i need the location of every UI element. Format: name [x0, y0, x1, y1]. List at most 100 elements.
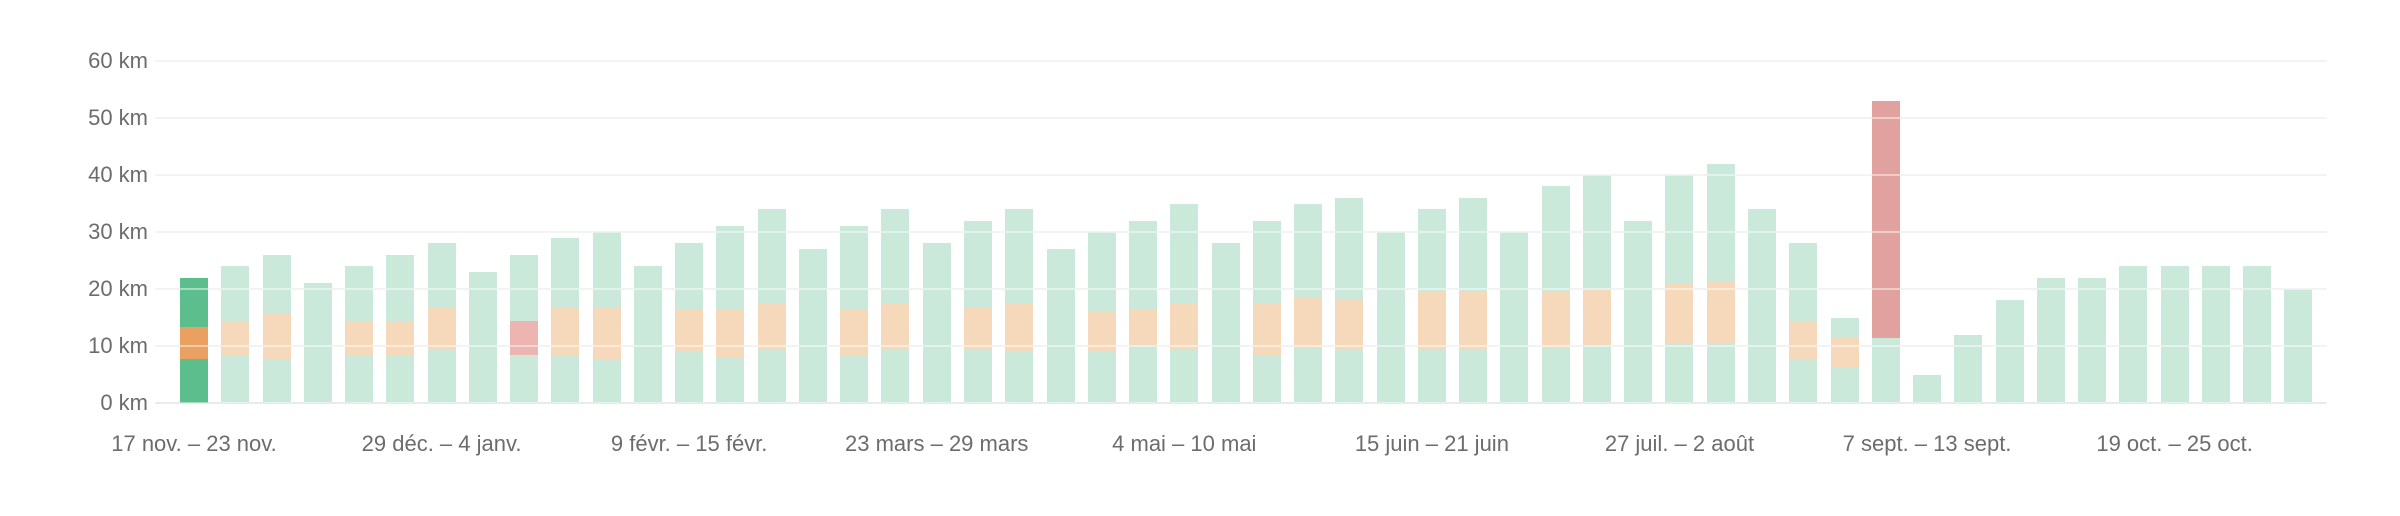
bar-orange-segment	[427, 308, 456, 349]
bar-orange-segment	[963, 308, 992, 350]
bar-week-7[interactable]	[427, 243, 456, 403]
bar-orange-segment	[1129, 308, 1158, 345]
bar-orange-segment	[1087, 311, 1116, 352]
bar-week-19[interactable]	[922, 243, 951, 403]
bar-week-6[interactable]	[386, 254, 415, 403]
bar-week-33[interactable]	[1500, 232, 1529, 403]
y-axis-tick-label-30: 30 km	[88, 219, 148, 244]
bar-week-4[interactable]	[303, 283, 332, 403]
bar-week-46[interactable]	[2036, 277, 2065, 403]
bar-week-9[interactable]	[510, 254, 539, 403]
x-axis-tick-label-37: 27 juil. – 2 août	[1604, 431, 1755, 456]
bar-orange-segment	[592, 308, 621, 361]
bar-orange-segment	[1541, 291, 1570, 348]
bar-week-12[interactable]	[633, 266, 662, 403]
bar-orange-segment	[881, 303, 910, 350]
gridline-60km	[155, 60, 2327, 62]
bar-orange-segment	[180, 327, 208, 360]
bar-week-44[interactable]	[1954, 334, 1983, 403]
bar-week-48[interactable]	[2119, 266, 2148, 403]
gridline-50km	[155, 117, 2327, 119]
bar-week-26[interactable]	[1211, 243, 1240, 403]
bar-week-16[interactable]	[798, 249, 827, 403]
y-axis-tick-label-60: 60 km	[88, 48, 148, 73]
bar-week-43[interactable]	[1913, 374, 1942, 403]
bar-orange-segment	[1417, 291, 1446, 350]
bar-week-51[interactable]	[2243, 266, 2272, 403]
bar-week-13[interactable]	[675, 243, 704, 403]
y-axis-tick-label-0: 0 km	[100, 390, 148, 415]
bar-orange-segment	[840, 308, 869, 357]
x-axis-tick-label-13: 9 févr. – 15 févr.	[610, 431, 768, 456]
bar-week-31[interactable]	[1417, 209, 1446, 403]
bar-week-18[interactable]	[881, 209, 910, 403]
x-axis-tick-label-31: 15 juin – 21 juin	[1354, 431, 1509, 456]
bar-orange-segment	[1459, 291, 1488, 349]
bar-orange-segment	[1335, 299, 1364, 349]
bar-week-11[interactable]	[592, 232, 621, 403]
bar-orange-segment	[1582, 290, 1611, 346]
bar-week-45[interactable]	[1995, 300, 2024, 403]
bar-week-17[interactable]	[840, 226, 869, 403]
bar-week-34[interactable]	[1541, 186, 1570, 403]
bar-week-52[interactable]	[2284, 289, 2313, 403]
bar-week-38[interactable]	[1706, 163, 1735, 403]
bar-orange-segment	[675, 310, 704, 352]
bar-orange-segment	[551, 308, 580, 356]
bar-week-5[interactable]	[345, 266, 374, 403]
bar-week-30[interactable]	[1376, 232, 1405, 403]
bar-orange-segment	[757, 303, 786, 349]
bar-orange-segment	[386, 320, 415, 356]
bar-week-1[interactable]	[180, 277, 208, 403]
bar-week-35[interactable]	[1582, 175, 1611, 403]
x-axis-tick-label-25: 4 mai – 10 mai	[1112, 431, 1257, 456]
bar-week-2[interactable]	[221, 266, 250, 403]
bar-week-10[interactable]	[551, 237, 580, 403]
x-axis-tick-label-7: 29 déc. – 4 janv.	[361, 431, 522, 456]
gridline-30km	[155, 231, 2327, 233]
gridline-20km	[155, 288, 2327, 290]
bar-week-20[interactable]	[963, 220, 992, 403]
bar-week-49[interactable]	[2160, 266, 2189, 403]
bar-week-21[interactable]	[1005, 209, 1034, 403]
bar-week-27[interactable]	[1252, 220, 1281, 403]
bar-week-47[interactable]	[2078, 277, 2107, 403]
bar-week-14[interactable]	[716, 226, 745, 403]
bar-week-15[interactable]	[757, 209, 786, 403]
bar-orange-segment	[1294, 298, 1323, 348]
x-axis-tick-label-19: 23 mars – 29 mars	[845, 431, 1029, 456]
y-axis-tick-label-50: 50 km	[88, 105, 148, 130]
bar-week-40[interactable]	[1789, 243, 1818, 403]
bar-week-50[interactable]	[2201, 266, 2230, 403]
bar-week-42[interactable]	[1871, 100, 1900, 403]
bar-week-8[interactable]	[468, 271, 497, 403]
bar-week-37[interactable]	[1665, 175, 1694, 403]
y-axis-tick-label-10: 10 km	[88, 333, 148, 358]
bar-week-29[interactable]	[1335, 197, 1364, 403]
y-axis-tick-label-40: 40 km	[88, 162, 148, 187]
bar-orange-segment	[1252, 303, 1281, 357]
gridline-0km	[155, 402, 2327, 404]
bar-week-41[interactable]	[1830, 317, 1859, 403]
bar-orange-segment	[1789, 320, 1818, 361]
y-axis-tick-label-20: 20 km	[88, 276, 148, 301]
bar-orange-segment	[221, 320, 250, 356]
x-axis-tick-label-43: 7 sept. – 13 sept.	[1842, 431, 2012, 456]
bar-week-24[interactable]	[1129, 220, 1158, 403]
x-axis-tick-label-1: 17 nov. – 23 nov.	[111, 431, 277, 456]
bar-orange-segment	[1830, 336, 1859, 368]
bar-week-23[interactable]	[1087, 232, 1116, 403]
bar-week-25[interactable]	[1170, 203, 1199, 403]
gridline-10km	[155, 345, 2327, 347]
bar-orange-segment	[1005, 303, 1034, 352]
bar-week-39[interactable]	[1747, 209, 1776, 403]
bar-week-36[interactable]	[1624, 220, 1653, 403]
bar-week-28[interactable]	[1294, 203, 1323, 403]
gridline-40km	[155, 174, 2327, 176]
bar-orange-segment	[1706, 282, 1735, 345]
bar-week-32[interactable]	[1459, 197, 1488, 403]
bar-week-3[interactable]	[262, 254, 291, 403]
bar-week-22[interactable]	[1046, 249, 1075, 403]
bar-orange-segment	[716, 310, 745, 357]
